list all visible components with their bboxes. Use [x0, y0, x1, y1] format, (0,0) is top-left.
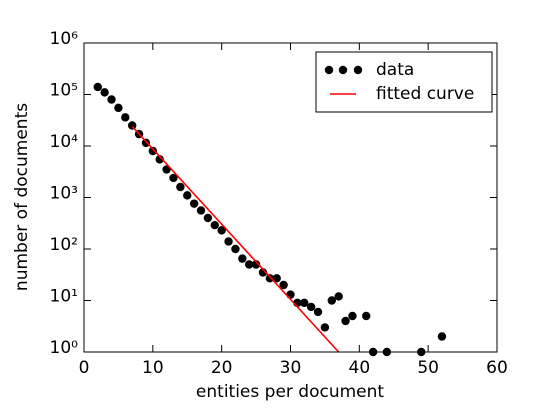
data-point [300, 298, 309, 308]
y-tick-label: 10⁰ [50, 338, 79, 358]
data-point [203, 213, 213, 223]
fitted-line [131, 125, 340, 353]
legend-swatch [338, 65, 348, 75]
y-tick-label: 10⁵ [50, 81, 78, 101]
data-point [258, 268, 268, 277]
data-point [437, 332, 447, 341]
data-point [210, 220, 219, 230]
legend-label: data [376, 60, 414, 80]
y-tick-label: 10⁶ [50, 29, 79, 49]
data-point [148, 146, 158, 156]
data-point [245, 260, 254, 269]
x-tick-label: 40 [349, 358, 371, 378]
x-tick-label: 10 [142, 358, 164, 378]
data-point [169, 173, 178, 183]
data-point [114, 103, 123, 113]
y-tick-label: 10² [50, 235, 78, 255]
x-tick-label: 0 [79, 358, 90, 378]
data-point [286, 290, 295, 299]
legend-box [315, 51, 493, 113]
data-point [141, 138, 151, 148]
data-point [189, 199, 199, 208]
data-point [251, 260, 261, 269]
data-point [362, 311, 371, 321]
x-tick-label: 60 [486, 358, 508, 378]
data-point [176, 182, 185, 192]
y-tick-label: 10¹ [50, 287, 78, 307]
data-point [265, 274, 275, 283]
data-point [313, 307, 323, 317]
data-point [238, 254, 247, 263]
data-point [341, 316, 350, 326]
y-tick-label: 10⁴ [50, 132, 79, 152]
data-point [121, 113, 130, 122]
data-point [231, 244, 240, 254]
y-axis-label: number of documents [12, 103, 32, 291]
data-point [93, 82, 102, 92]
y-tick-label: 10³ [50, 184, 78, 204]
data-point [107, 95, 116, 104]
data-point [348, 311, 357, 321]
x-tick-label: 50 [417, 358, 439, 378]
data-point [272, 274, 281, 283]
data-point [183, 191, 192, 200]
legend-label: fitted curve [376, 84, 474, 104]
plot-frame [83, 42, 498, 353]
x-axis-label: entities per document [196, 382, 384, 402]
x-tick-label: 30 [280, 358, 302, 378]
data-point [155, 155, 164, 164]
x-tick-label: 20 [211, 358, 233, 378]
data-point [334, 292, 343, 301]
data-point [217, 226, 226, 235]
legend-swatch [353, 65, 363, 75]
data-point [320, 323, 330, 332]
data-point [306, 302, 316, 312]
data-point [279, 280, 288, 290]
data-point [224, 237, 233, 246]
legend-swatch [324, 65, 334, 75]
data-point [100, 88, 109, 97]
data-point [196, 206, 206, 215]
data-point [327, 296, 336, 305]
legend: data fitted curve [315, 51, 493, 113]
